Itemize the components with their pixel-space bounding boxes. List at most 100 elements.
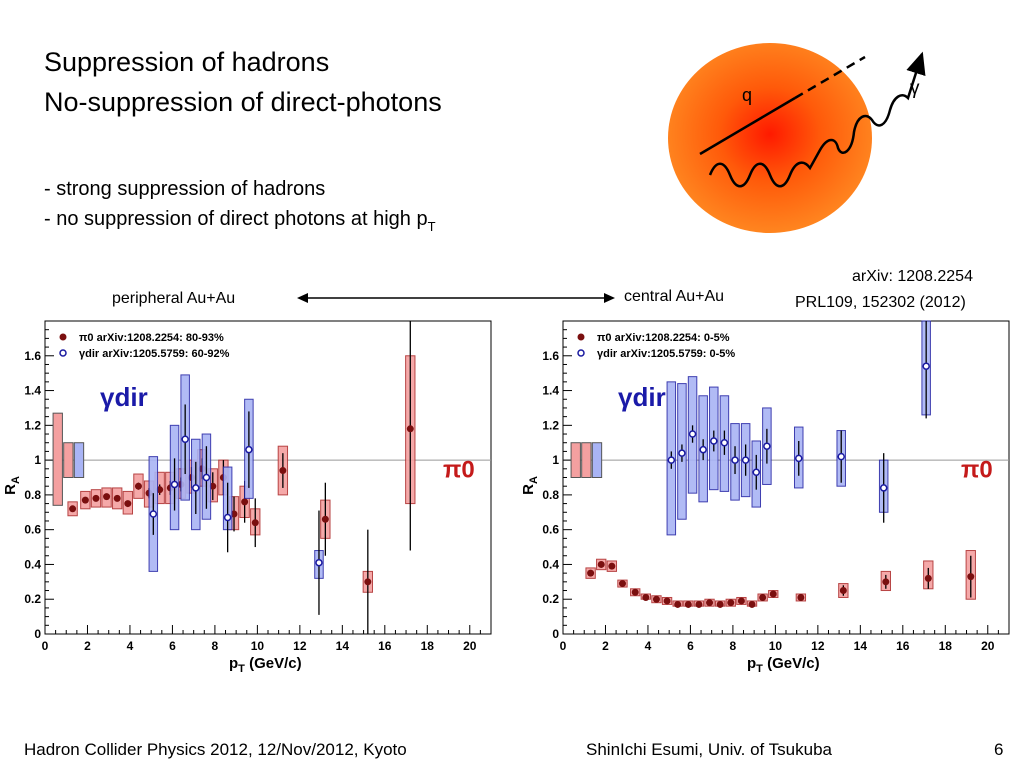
footer-author: ShinIchi Esumi, Univ. of Tsukuba (586, 740, 832, 759)
y-tick-label: 0.2 (542, 592, 559, 606)
x-tick-label: 20 (463, 639, 477, 653)
data-point (364, 578, 372, 586)
quark-line (699, 96, 796, 156)
bullet-photons: - no suppression of direct photons at hi… (44, 208, 436, 234)
double-arrow (297, 293, 615, 303)
x-tick-label: 20 (981, 639, 995, 653)
x-tick-label: 8 (730, 639, 737, 653)
data-point (202, 473, 211, 482)
data-point (223, 513, 232, 522)
data-point (321, 515, 329, 523)
x-tick-label: 14 (854, 639, 868, 653)
label-peripheral: peripheral Au+Au (112, 290, 236, 307)
legend-entry: γdir arXiv:1205.5759: 60-92% (79, 348, 230, 360)
x-tick-label: 6 (169, 639, 176, 653)
y-tick-label: 0 (34, 627, 41, 641)
label-central: central Au+Au (624, 288, 725, 305)
x-tick-label: 0 (560, 639, 567, 653)
data-point (663, 597, 671, 605)
data-point (837, 452, 845, 461)
y-tick-label: 1.2 (24, 418, 41, 432)
data-point (720, 438, 729, 447)
data-point (794, 454, 803, 463)
y-tick-label: 0.4 (24, 557, 41, 571)
legend-marker (577, 349, 585, 357)
x-tick-label: 18 (939, 639, 953, 653)
data-point (727, 599, 735, 607)
data-point (710, 437, 718, 445)
data-point (967, 573, 975, 581)
y-tick-label: 0.8 (24, 488, 41, 502)
data-point (181, 435, 189, 443)
x-tick-label: 4 (127, 639, 134, 653)
data-point (737, 597, 745, 605)
plot-area: 0 2 4 6 8 10 12 14 16 18 20 0 0.2 0.4 0.6 0.8 1 1.2 1.4 1.6… (2, 320, 492, 675)
y-tick-label: 0.2 (24, 592, 41, 606)
y-tick-label: 0.4 (542, 557, 559, 571)
data-point (769, 590, 777, 598)
footer-conference: Hadron Collider Physics 2012, 12/Nov/201… (24, 740, 407, 759)
data-point (752, 468, 761, 477)
data-point (674, 600, 682, 608)
x-tick-label: 16 (896, 639, 910, 653)
legend-marker (59, 333, 67, 341)
x-tick-label: 18 (421, 639, 435, 653)
raa-chart-peripheral: 0 2 4 6 8 10 12 14 16 18 20 0 0.2 0.4 0.6 0.8 1 1.2 1.4 1.6… (2, 320, 492, 675)
data-point (124, 500, 132, 508)
data-point (81, 496, 89, 504)
bullet-hadrons: - strong suppression of hadrons (44, 178, 326, 200)
x-tick-label: 16 (378, 639, 392, 653)
data-point (279, 467, 287, 475)
data-point (763, 442, 771, 450)
slide-title-line1: Suppression of hadrons (44, 47, 330, 77)
data-point (695, 600, 703, 608)
data-point (134, 482, 142, 490)
data-point (642, 593, 650, 601)
data-point (406, 425, 414, 433)
plot-frame (562, 320, 1010, 635)
data-point (251, 519, 259, 527)
x-tick-label: 8 (212, 639, 219, 653)
x-tick-label: 12 (811, 639, 825, 653)
data-point (706, 599, 714, 607)
x-tick-label: 0 (42, 639, 49, 653)
gamma-dir-annotation: γdir (100, 382, 148, 412)
data-point (149, 510, 158, 518)
gamma-dir-annotation: γdir (618, 382, 666, 412)
data-point (748, 600, 756, 608)
slide-title-line2: No-suppression of direct-photons (44, 87, 442, 117)
quark-photon-diagram: q γ (668, 43, 926, 233)
data-point (667, 456, 676, 464)
data-point (759, 593, 767, 601)
global-uncertainty-box (581, 442, 592, 479)
data-point (797, 593, 805, 601)
data-point (741, 456, 750, 464)
y-axis-label: RA (520, 476, 540, 495)
y-tick-label: 1.6 (24, 349, 41, 363)
medium-fireball (668, 43, 872, 233)
global-uncertainty-box (52, 412, 63, 506)
y-tick-label: 1.6 (542, 349, 559, 363)
data-point (652, 595, 660, 603)
y-tick-label: 1 (552, 453, 559, 467)
data-point (684, 600, 692, 608)
data-point (315, 558, 323, 567)
x-tick-label: 2 (602, 639, 609, 653)
global-uncertainty-box (73, 442, 85, 479)
y-tick-label: 0.6 (542, 523, 559, 537)
gamma-label: γ (910, 78, 920, 99)
photon-wavy-line (708, 51, 926, 188)
y-tick-label: 1 (34, 453, 41, 467)
y-tick-label: 1.4 (24, 384, 41, 398)
data-point (882, 578, 890, 586)
y-tick-label: 0 (552, 627, 559, 641)
data-point (597, 560, 605, 568)
data-point (170, 480, 179, 489)
data-point (699, 445, 707, 454)
x-tick-label: 2 (84, 639, 91, 653)
data-point (103, 493, 111, 501)
x-axis-label: pT (GeV/c) (747, 655, 820, 675)
global-uncertainty-box (591, 442, 603, 479)
data-point (608, 562, 616, 570)
pi0-annotation: π0 (443, 457, 475, 484)
